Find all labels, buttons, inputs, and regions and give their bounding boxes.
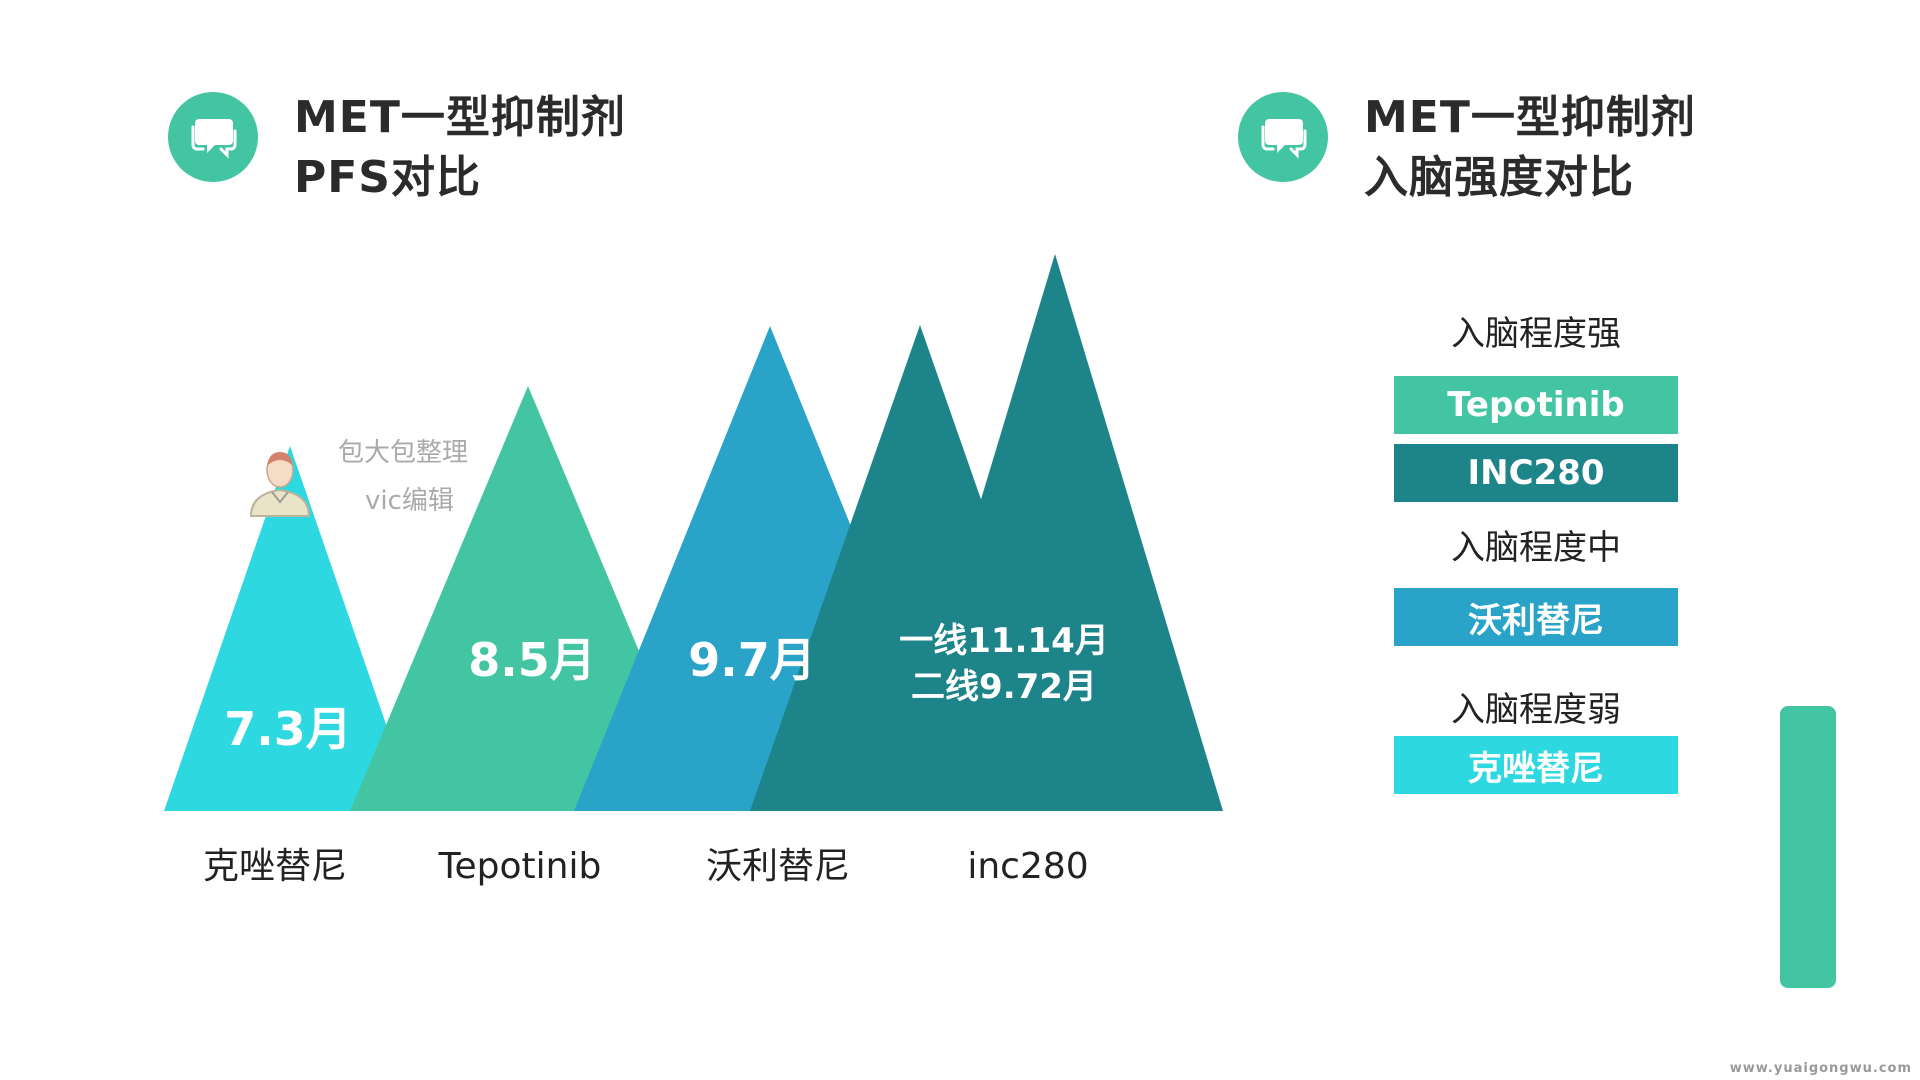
category-label-1: 克唑替尼 <box>203 846 347 887</box>
data-label-2: 8.5月 <box>468 633 596 687</box>
legend-item-savolitinib: 沃利替尼 <box>1394 588 1678 646</box>
category-label-4: inc280 <box>967 846 1088 887</box>
data-label-3: 9.7月 <box>688 633 816 687</box>
right-heading: MET一型抑制剂 入脑强度对比 <box>1238 88 1696 208</box>
data-label-4-line2: 二线9.72月 <box>911 667 1097 707</box>
strong-level-label: 入脑程度强 <box>1451 314 1621 354</box>
watermark-line1: 包大包整理 <box>338 438 469 468</box>
right-title-line2: 入脑强度对比 <box>1364 152 1634 203</box>
data-label-4-line1: 一线11.14月 <box>899 621 1109 661</box>
weak-level-label: 入脑程度弱 <box>1451 690 1621 730</box>
left-heading: MET一型抑制剂 PFS对比 <box>168 88 626 208</box>
bar-peak-1 <box>164 446 416 811</box>
bar-peak-4-first-line <box>887 254 1223 811</box>
category-label-2: Tepotinib <box>438 846 602 887</box>
user-avatar-icon <box>249 452 311 517</box>
medium-level-label: 入脑程度中 <box>1451 528 1621 568</box>
chat-bubbles-icon <box>168 92 258 182</box>
watermark: 包大包整理 vic编辑 <box>245 432 505 522</box>
legend-item-tepotinib: Tepotinib <box>1394 376 1678 434</box>
data-label-1: 7.3月 <box>224 702 352 756</box>
watermark-line2: vic编辑 <box>365 486 454 516</box>
right-title-line1: MET一型抑制剂 <box>1364 92 1696 143</box>
decorative-side-bar <box>1780 706 1836 988</box>
legend-item-inc280: INC280 <box>1394 444 1678 502</box>
legend-item-crizotinib: 克唑替尼 <box>1394 736 1678 794</box>
chat-bubbles-icon <box>1238 92 1328 182</box>
left-title-line2: PFS对比 <box>294 152 481 203</box>
left-title-line1: MET一型抑制剂 <box>294 92 626 143</box>
site-watermark: www.yuaigongwu.com <box>1729 1061 1912 1076</box>
category-label-3: 沃利替尼 <box>706 846 850 887</box>
